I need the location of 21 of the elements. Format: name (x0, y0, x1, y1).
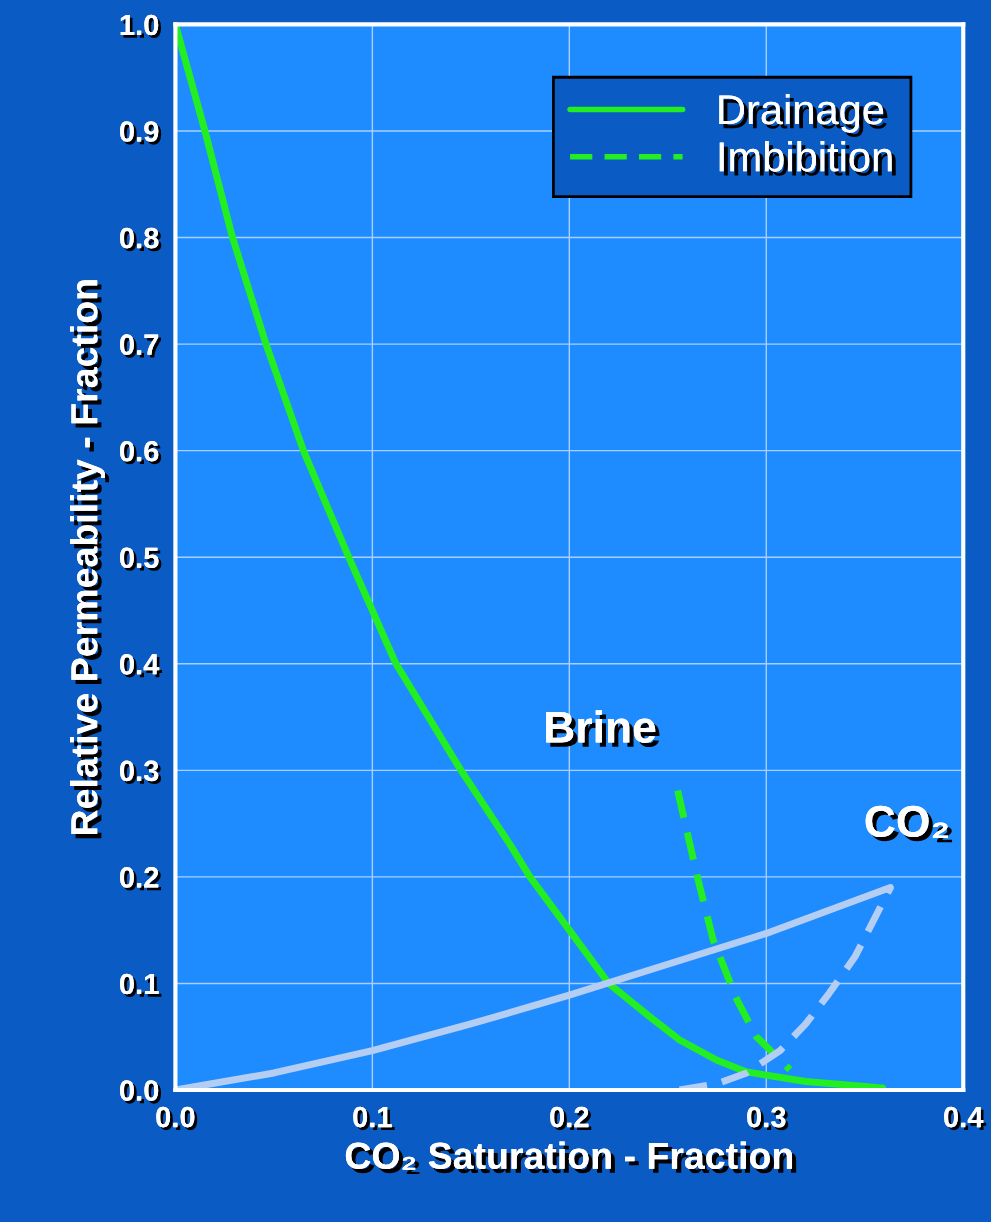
y-tick-label: 0.9 (120, 121, 162, 145)
y-tick-label: 0.4 (120, 653, 163, 678)
y-axis-title: Relative Permeability - Fraction (70, 280, 110, 839)
y-tick-label: 0.3 (120, 760, 162, 785)
x-tick-label: 0.2 (550, 1106, 592, 1131)
x-axis-title: CO₂ Saturation - Fraction (345, 1141, 797, 1175)
x-tick-label: 0.1 (353, 1106, 395, 1131)
y-tick-label: 0.7 (120, 334, 161, 358)
y-tick-label: 0.0 (120, 1080, 162, 1104)
x-tick-label: 0.0 (156, 1106, 198, 1131)
y-tick-label: 0.2 (120, 867, 162, 891)
annotation: CO₂ (865, 805, 953, 843)
legend-label: Drainage (719, 93, 888, 137)
y-tick-label: 0.5 (120, 547, 162, 571)
x-tick-label: 0.4 (944, 1106, 987, 1131)
y-tick-label: 1.0 (120, 14, 162, 39)
y-tick-label: 0.1 (120, 973, 162, 998)
legend-label: Imbibition (719, 141, 896, 176)
x-tick-label: 0.3 (747, 1106, 789, 1131)
y-tick-label: 0.6 (120, 440, 162, 465)
y-tick-label: 0.8 (120, 227, 162, 252)
